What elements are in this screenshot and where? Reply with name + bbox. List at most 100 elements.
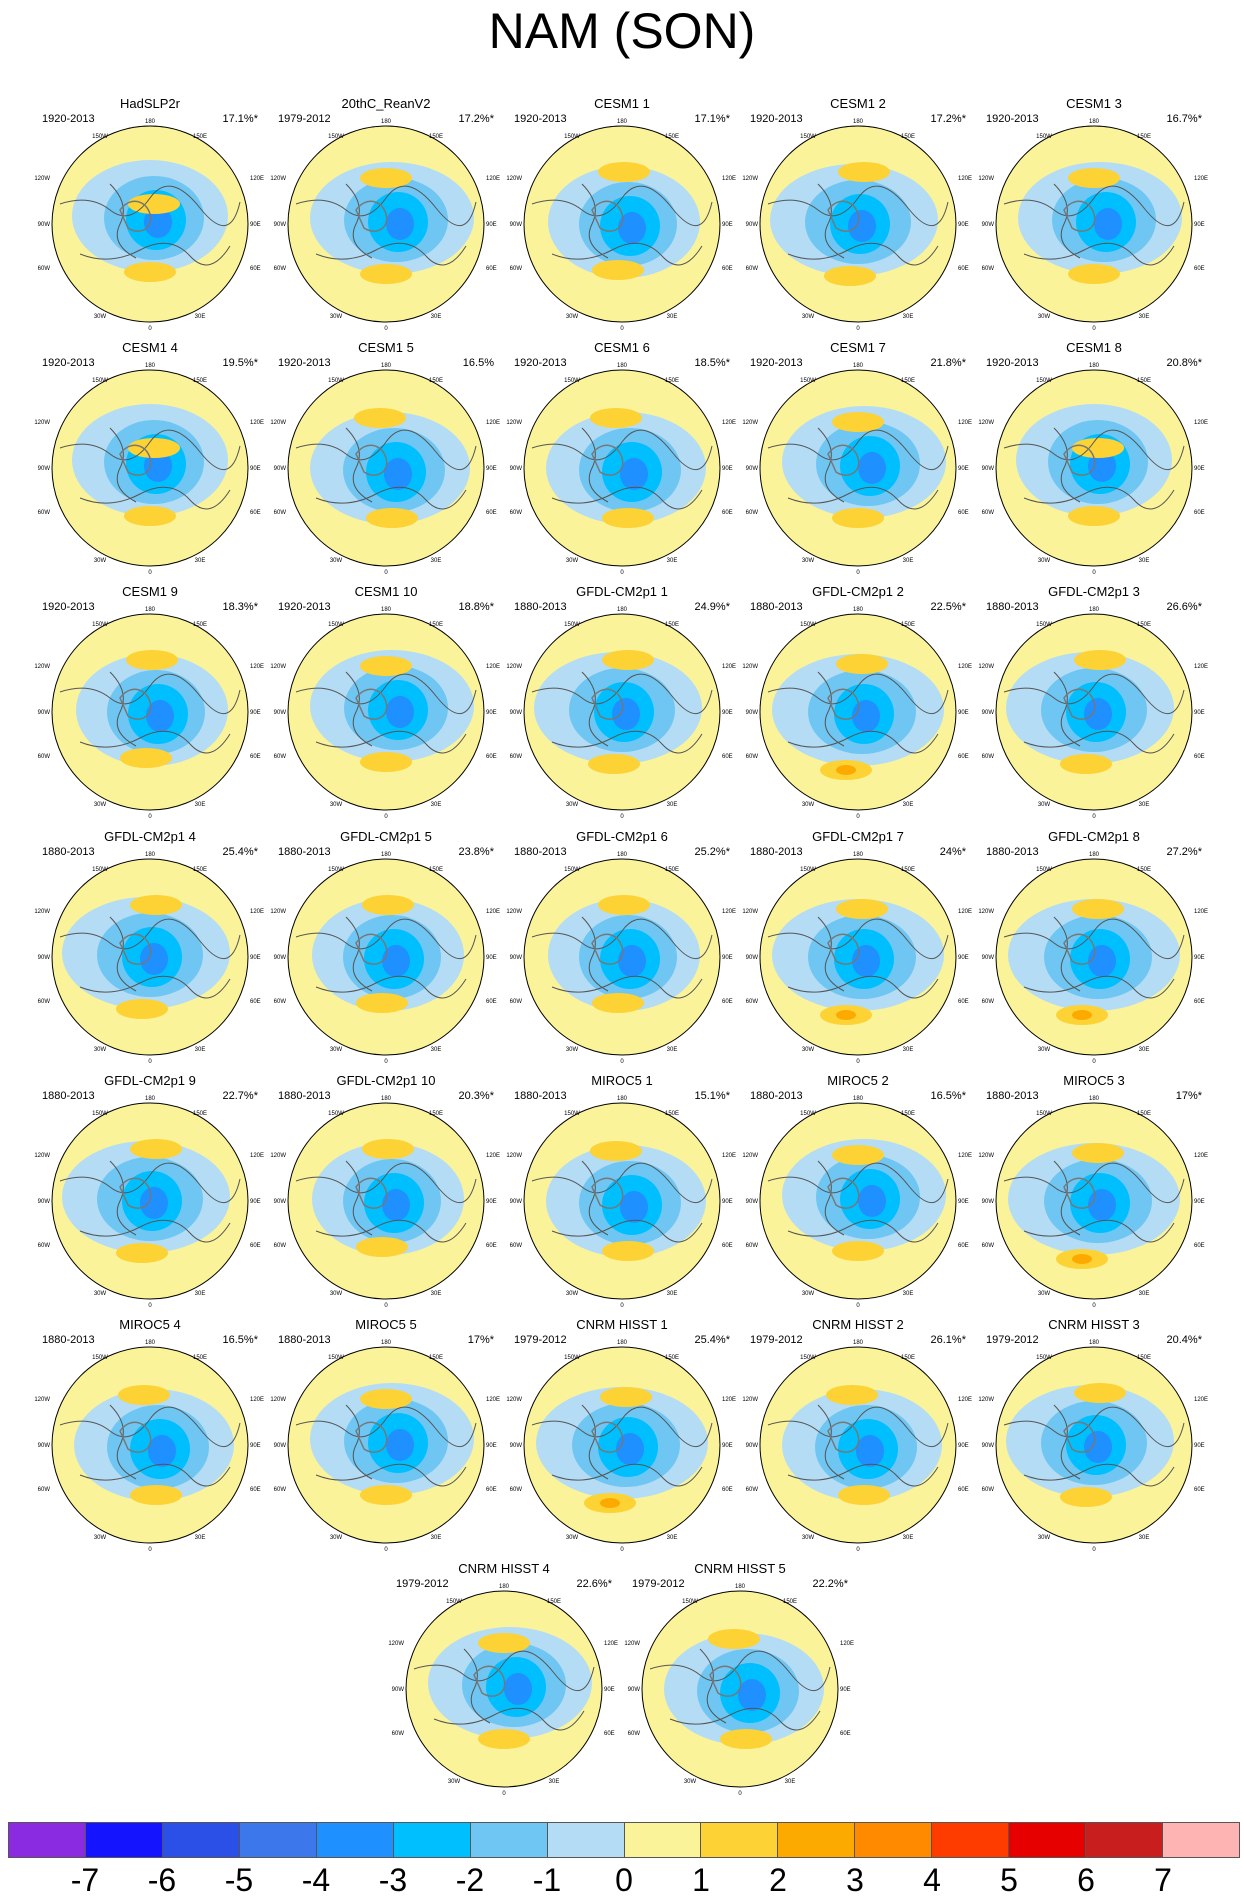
lon-label-90e: 90E — [604, 1687, 615, 1693]
polar-map: 180 150W 150E 120W 120E 90W 90E 60W 60E 30W 30E 0 — [978, 1340, 1208, 1553]
polar-map: 180 150W 150E 120W 120E 90W 90E 60W 60E 30W 30E 0 — [742, 607, 972, 820]
lon-label-180: 180 — [145, 119, 156, 125]
lon-label-30w: 30W — [94, 558, 107, 564]
positive-anomaly — [362, 1139, 414, 1159]
lon-label-180: 180 — [1089, 1096, 1100, 1102]
panel-variance-pct: 17%* — [467, 1334, 494, 1346]
coastlines — [1003, 427, 1185, 510]
negative-anomaly-core — [618, 945, 646, 977]
lon-label-0: 0 — [620, 814, 624, 820]
lon-label-60e: 60E — [840, 1731, 851, 1737]
lon-label-120w: 120W — [978, 176, 994, 182]
polar-map: 180 150W 150E 120W 120E 90W 90E 60W 60E 30W 30E 0 — [742, 363, 972, 576]
panel-variance-pct: 15.1%* — [694, 1090, 730, 1102]
lon-label-150w: 150W — [328, 1111, 344, 1117]
panel-period: 1880-2013 — [750, 846, 803, 858]
negative-anomaly-core — [620, 1191, 648, 1223]
polar-map: 180 150W 150E 120W 120E 90W 90E 60W 60E 30W 30E 0 — [270, 607, 500, 820]
lon-label-150w: 150W — [92, 134, 108, 140]
lon-label-60e: 60E — [250, 266, 261, 272]
panel-title: CESM1 5 — [358, 340, 414, 355]
lon-label-120w: 120W — [34, 664, 50, 670]
lon-label-120e: 120E — [250, 664, 264, 670]
lon-label-60e: 60E — [722, 1487, 733, 1493]
panel-period: 1880-2013 — [514, 846, 567, 858]
panel-variance-pct: 18.3%* — [222, 601, 258, 613]
colorbar-cell — [162, 1823, 240, 1857]
lon-label-150e: 150E — [193, 134, 207, 140]
lon-label-90e: 90E — [958, 466, 969, 472]
positive-anomaly — [1072, 438, 1124, 458]
panel-period: 1880-2013 — [514, 601, 567, 613]
polar-map: 180 150W 150E 120W 120E 90W 90E 60W 60E 30W 30E 0 — [506, 119, 736, 332]
greenland-outline — [827, 200, 860, 232]
map-panel: 180 150W 150E 120W 120E 90W 90E 60W 60E 30W 30E 0 CE… — [268, 584, 504, 824]
lon-label-30w: 30W — [330, 314, 343, 320]
lon-label-30w: 30W — [566, 1047, 579, 1053]
lon-label-60e: 60E — [250, 510, 261, 516]
lon-label-60w: 60W — [38, 510, 51, 516]
map-boundary — [51, 1102, 249, 1300]
polar-map: 180 150W 150E 120W 120E 90W 90E 60W 60E 30W 30E 0 — [506, 363, 736, 576]
map-panel: 180 150W 150E 120W 120E 90W 90E 60W 60E 30W 30E 0 CE… — [32, 584, 268, 824]
coastlines — [1003, 1404, 1185, 1487]
positive-anomaly — [838, 162, 890, 182]
lon-label-120e: 120E — [486, 664, 500, 670]
field-contours — [760, 859, 956, 1055]
lon-label-30w: 30W — [330, 1047, 343, 1053]
lon-label-120e: 120E — [958, 1153, 972, 1159]
polar-map: 180 150W 150E 120W 120E 90W 90E 60W 60E 30W 30E 0 — [270, 119, 500, 332]
panel-variance-pct: 17.1%* — [222, 113, 258, 125]
positive-anomaly — [130, 1139, 182, 1159]
panel-period: 1880-2013 — [42, 846, 95, 858]
panel-title: GFDL-CM2p1 3 — [1048, 584, 1140, 599]
colorbar-tick-label: 4 — [923, 1862, 941, 1898]
field-contours — [760, 614, 956, 810]
panel-variance-pct: 25.2%* — [694, 846, 730, 858]
lon-label-60e: 60E — [1194, 999, 1205, 1005]
coastlines — [767, 183, 949, 266]
field-contours — [52, 614, 248, 810]
positive-anomaly — [360, 656, 412, 676]
lon-label-0: 0 — [738, 1791, 742, 1797]
lon-label-120e: 120E — [722, 1397, 736, 1403]
panel-period: 1979-2012 — [514, 1334, 567, 1346]
colorbar-cell — [470, 1823, 548, 1857]
lon-label-90w: 90W — [982, 1199, 995, 1205]
lon-label-60e: 60E — [250, 1243, 261, 1249]
lon-label-60w: 60W — [510, 510, 523, 516]
panel-title: MIROC5 1 — [591, 1073, 653, 1088]
colorbar-cell — [9, 1823, 86, 1857]
panel-period: 1920-2013 — [42, 357, 95, 369]
coastlines — [531, 183, 713, 266]
field-contours — [288, 1347, 484, 1543]
lon-label-0: 0 — [1092, 1303, 1096, 1309]
lon-label-90e: 90E — [486, 222, 497, 228]
map-boundary — [51, 125, 249, 323]
map-boundary — [287, 858, 485, 1056]
lon-label-30w: 30W — [1038, 558, 1051, 564]
negative-anomaly-core — [858, 1185, 886, 1217]
positive-anomaly — [598, 162, 650, 182]
panel-variance-pct: 20.4%* — [1166, 1334, 1202, 1346]
coastlines — [59, 916, 241, 999]
map-boundary — [995, 858, 1193, 1056]
lon-label-150w: 150W — [1036, 378, 1052, 384]
lon-label-90w: 90W — [982, 222, 995, 228]
field-contours — [524, 126, 720, 322]
lon-label-90e: 90E — [958, 1443, 969, 1449]
coastlines — [767, 1404, 949, 1487]
colorbar-tick-label: 5 — [1000, 1862, 1018, 1898]
panel-variance-pct: 22.6%* — [576, 1578, 612, 1590]
lon-label-60e: 60E — [1194, 754, 1205, 760]
lon-label-60w: 60W — [746, 754, 759, 760]
colorbar-tick-label: -2 — [455, 1862, 485, 1898]
lon-label-90w: 90W — [746, 1199, 759, 1205]
lon-label-180: 180 — [1089, 1340, 1100, 1346]
coastlines — [295, 916, 477, 999]
colorbar-cell — [624, 1823, 702, 1857]
polar-map: 180 150W 150E 120W 120E 90W 90E 60W 60E 30W 30E 0 — [34, 1340, 264, 1553]
lon-label-150w: 150W — [92, 622, 108, 628]
lon-label-180: 180 — [1089, 119, 1100, 125]
panel-title: GFDL-CM2p1 9 — [104, 1073, 196, 1088]
